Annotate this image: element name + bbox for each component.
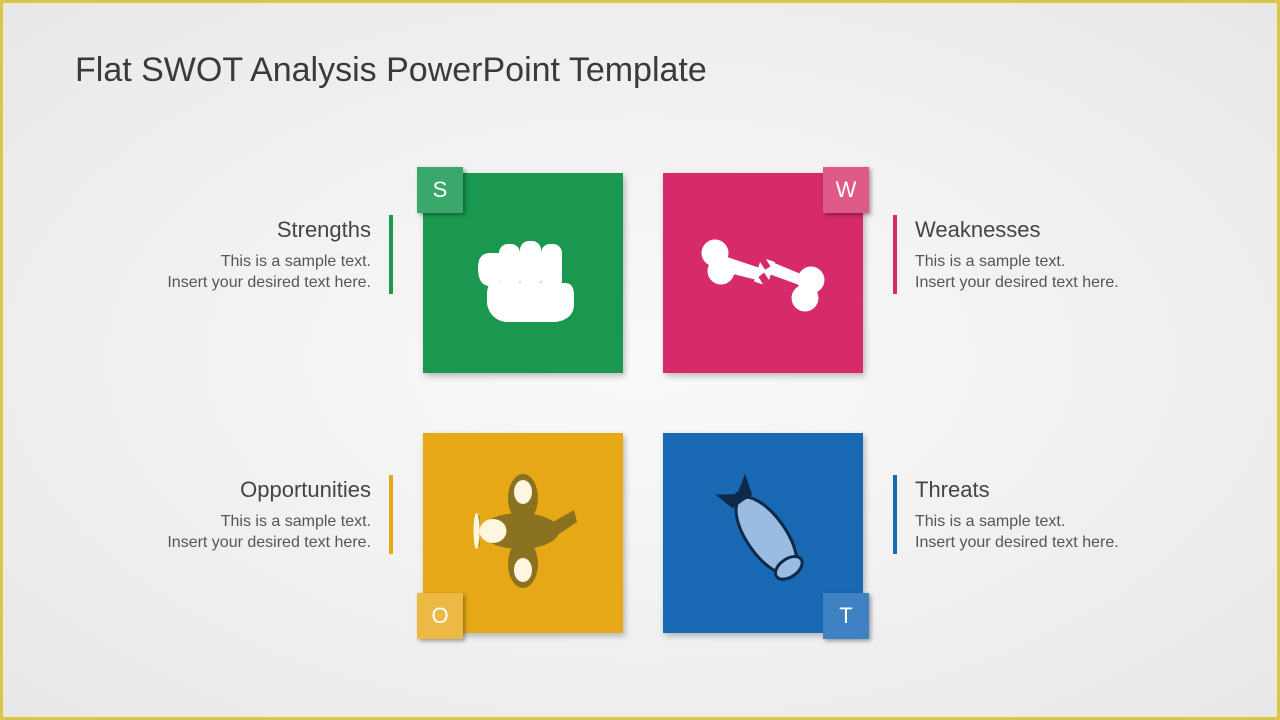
weaknesses-tile: W (663, 173, 863, 373)
strengths-body1: This is a sample text. (33, 251, 371, 273)
threats-heading: Threats (915, 475, 1253, 505)
broken-bone-icon (688, 196, 838, 351)
opportunities-text: Opportunities This is a sample text. Ins… (33, 475, 393, 554)
strengths-letter: S (433, 177, 448, 203)
opportunities-heading: Opportunities (33, 475, 371, 505)
weaknesses-body2: Insert your desired text here. (915, 272, 1253, 294)
fist-icon (448, 196, 598, 351)
opportunities-body2: Insert your desired text here. (33, 532, 371, 554)
strengths-tile: S (423, 173, 623, 373)
strengths-text: Strengths This is a sample text. Insert … (33, 215, 393, 294)
opportunities-body1: This is a sample text. (33, 511, 371, 533)
opportunities-tile: O (423, 433, 623, 633)
quadrant-opportunities: Opportunities This is a sample text. Ins… (3, 423, 643, 683)
airplane-icon (448, 456, 598, 611)
threats-letter: T (839, 603, 852, 629)
threats-body1: This is a sample text. (915, 511, 1253, 533)
quadrant-strengths: Strengths This is a sample text. Insert … (3, 163, 643, 423)
strengths-body2: Insert your desired text here. (33, 272, 371, 294)
weaknesses-text: Weaknesses This is a sample text. Insert… (893, 215, 1253, 294)
opportunities-badge: O (417, 593, 463, 639)
threats-body2: Insert your desired text here. (915, 532, 1253, 554)
threats-tile: T (663, 433, 863, 633)
threats-text: Threats This is a sample text. Insert yo… (893, 475, 1253, 554)
opportunities-letter: O (431, 603, 448, 629)
weaknesses-heading: Weaknesses (915, 215, 1253, 245)
strengths-heading: Strengths (33, 215, 371, 245)
bomb-icon (688, 456, 838, 611)
swot-grid: Strengths This is a sample text. Insert … (3, 163, 1277, 683)
quadrant-threats: T Threats This is a sample text. Insert … (643, 423, 1280, 683)
threats-badge: T (823, 593, 869, 639)
strengths-badge: S (417, 167, 463, 213)
weaknesses-body1: This is a sample text. (915, 251, 1253, 273)
page-title: Flat SWOT Analysis PowerPoint Template (75, 51, 707, 90)
quadrant-weaknesses: W Weaknesses This is a sample text. Inse… (643, 163, 1280, 423)
weaknesses-letter: W (836, 177, 857, 203)
weaknesses-badge: W (823, 167, 869, 213)
